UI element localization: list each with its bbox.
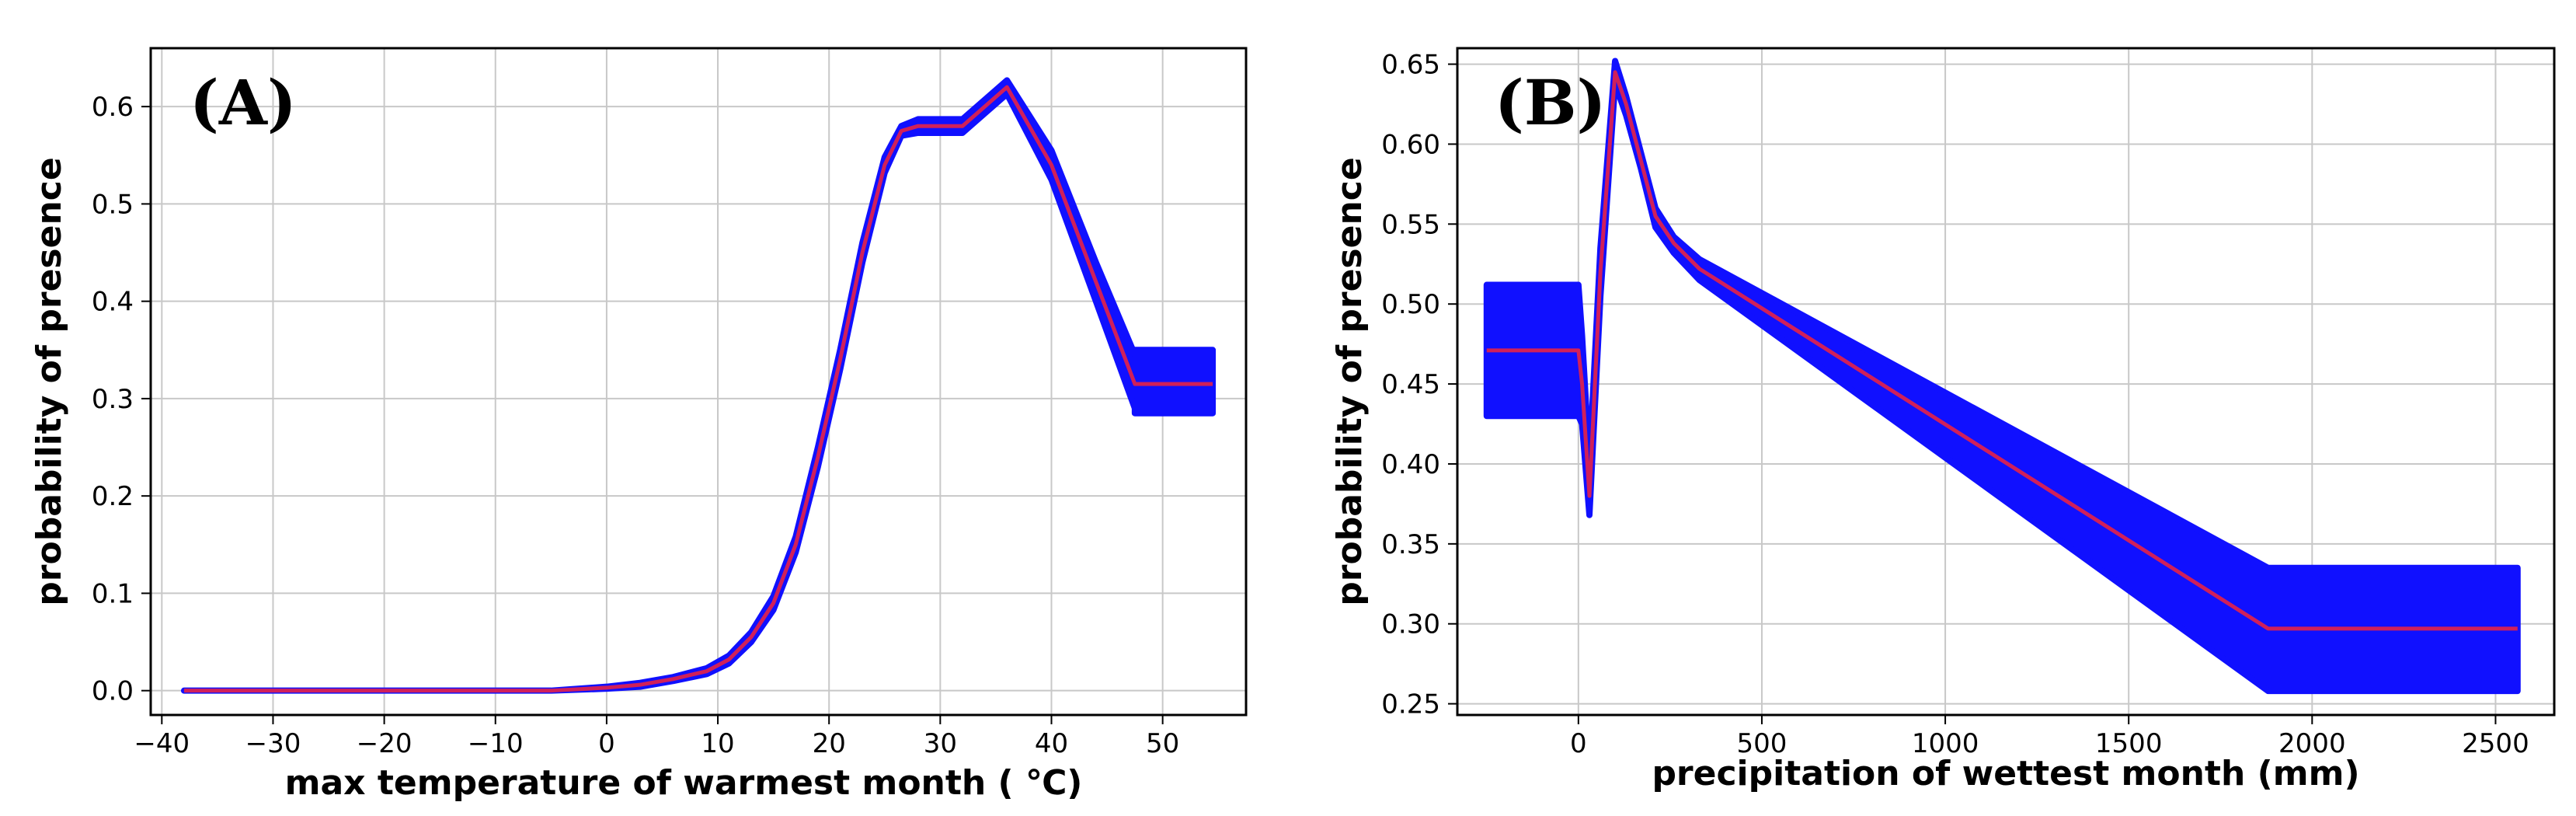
panel-a-y-tick-label: 0.0 (92, 676, 134, 707)
panel-b-axes: 0 500 1000 1500 2000 2500 0.25 0.30 0.35 0.40 0.45… (1381, 47, 2556, 759)
panel-b-plot-frame (1456, 47, 2556, 717)
panel-a-y-tick-label: 0.1 (92, 578, 134, 609)
panel-b-y-tick-label: 0.60 (1381, 129, 1440, 160)
panel-b-y-tick-label: 0.50 (1381, 289, 1440, 320)
panel-a-x-axis-title: max temperature of warmest month ( ℃) (285, 763, 1083, 803)
panel-b-x-tick-label: 500 (1737, 728, 1788, 759)
panel-b-x-tick-label: 1000 (1912, 728, 1979, 759)
panel-b-y-tick-label: 0.35 (1381, 529, 1440, 560)
panel-b-y-tick-label: 0.45 (1381, 369, 1440, 400)
panel-a-x-tick-label: 50 (1146, 728, 1179, 759)
panel-a-grid (151, 48, 1246, 715)
panel-a-y-tick-label: 0.4 (92, 287, 134, 318)
panel-b-y-tick-label: 0.25 (1381, 689, 1440, 720)
panel-a-x-tick-label: 20 (813, 728, 846, 759)
panel-b-label: (B) (1495, 66, 1606, 139)
panel-a-label: (A) (190, 66, 297, 139)
panel-a-y-tick-label: 0.6 (92, 92, 134, 123)
panel-a-plot-frame (149, 47, 1248, 717)
panel-a-x-tick-label: 0 (598, 728, 615, 759)
panel-b-x-tick-label: 1500 (2095, 728, 2163, 759)
panel-b-x-axis-title: precipitation of wettest month (mm) (1652, 754, 2359, 793)
panel-b-y-tick-label: 0.40 (1381, 449, 1440, 480)
panel-b-y-tick-label: 0.55 (1381, 209, 1440, 240)
panel-a-confidence-band (180, 77, 1217, 694)
panel-a-mean-line (183, 85, 1213, 693)
panel-b-x-tick-label: 0 (1570, 728, 1587, 759)
panel-a-chart: −40 −30 −20 −10 0 10 20 30 40 50 0.0 0.1 0.2 0.3 0.4 0.… (30, 47, 1248, 803)
panel-a-x-tick-label: −40 (134, 728, 190, 759)
panel-b-x-tick-label: 2500 (2462, 728, 2529, 759)
panel-a-x-tick-label: 10 (701, 728, 734, 759)
panel-a-x-tick-label: −10 (468, 728, 524, 759)
panel-b-y-tick-label: 0.65 (1381, 50, 1440, 81)
panel-b-y-tick-label: 0.30 (1381, 609, 1440, 640)
panel-a-x-tick-label: 30 (924, 728, 957, 759)
panel-a-y-tick-label: 0.2 (92, 481, 134, 512)
panel-a-y-tick-label: 0.5 (92, 189, 134, 220)
panel-b-mean-line (1486, 70, 2518, 631)
panel-b-x-tick-label: 2000 (2278, 728, 2346, 759)
panel-a-y-axis-title: probability of presence (30, 157, 69, 605)
panel-a-x-tick-label: 40 (1035, 728, 1068, 759)
panel-a-mean-series (183, 85, 1213, 693)
panel-b-chart: 0 500 1000 1500 2000 2500 0.25 0.30 0.35 0.40 0.45… (1330, 47, 2556, 793)
panel-a-band-area (180, 77, 1217, 694)
panel-b-mean-series (1486, 70, 2518, 631)
panel-a-x-tick-label: −30 (245, 728, 301, 759)
panel-a-x-tick-label: −20 (357, 728, 413, 759)
panel-a-axes: −40 −30 −20 −10 0 10 20 30 40 50 0.0 0.1 0.2 0.3 0.4 0.… (92, 47, 1248, 759)
panel-a-y-tick-label: 0.3 (92, 384, 134, 415)
panel-b-y-axis-title: probability of presence (1330, 157, 1370, 605)
